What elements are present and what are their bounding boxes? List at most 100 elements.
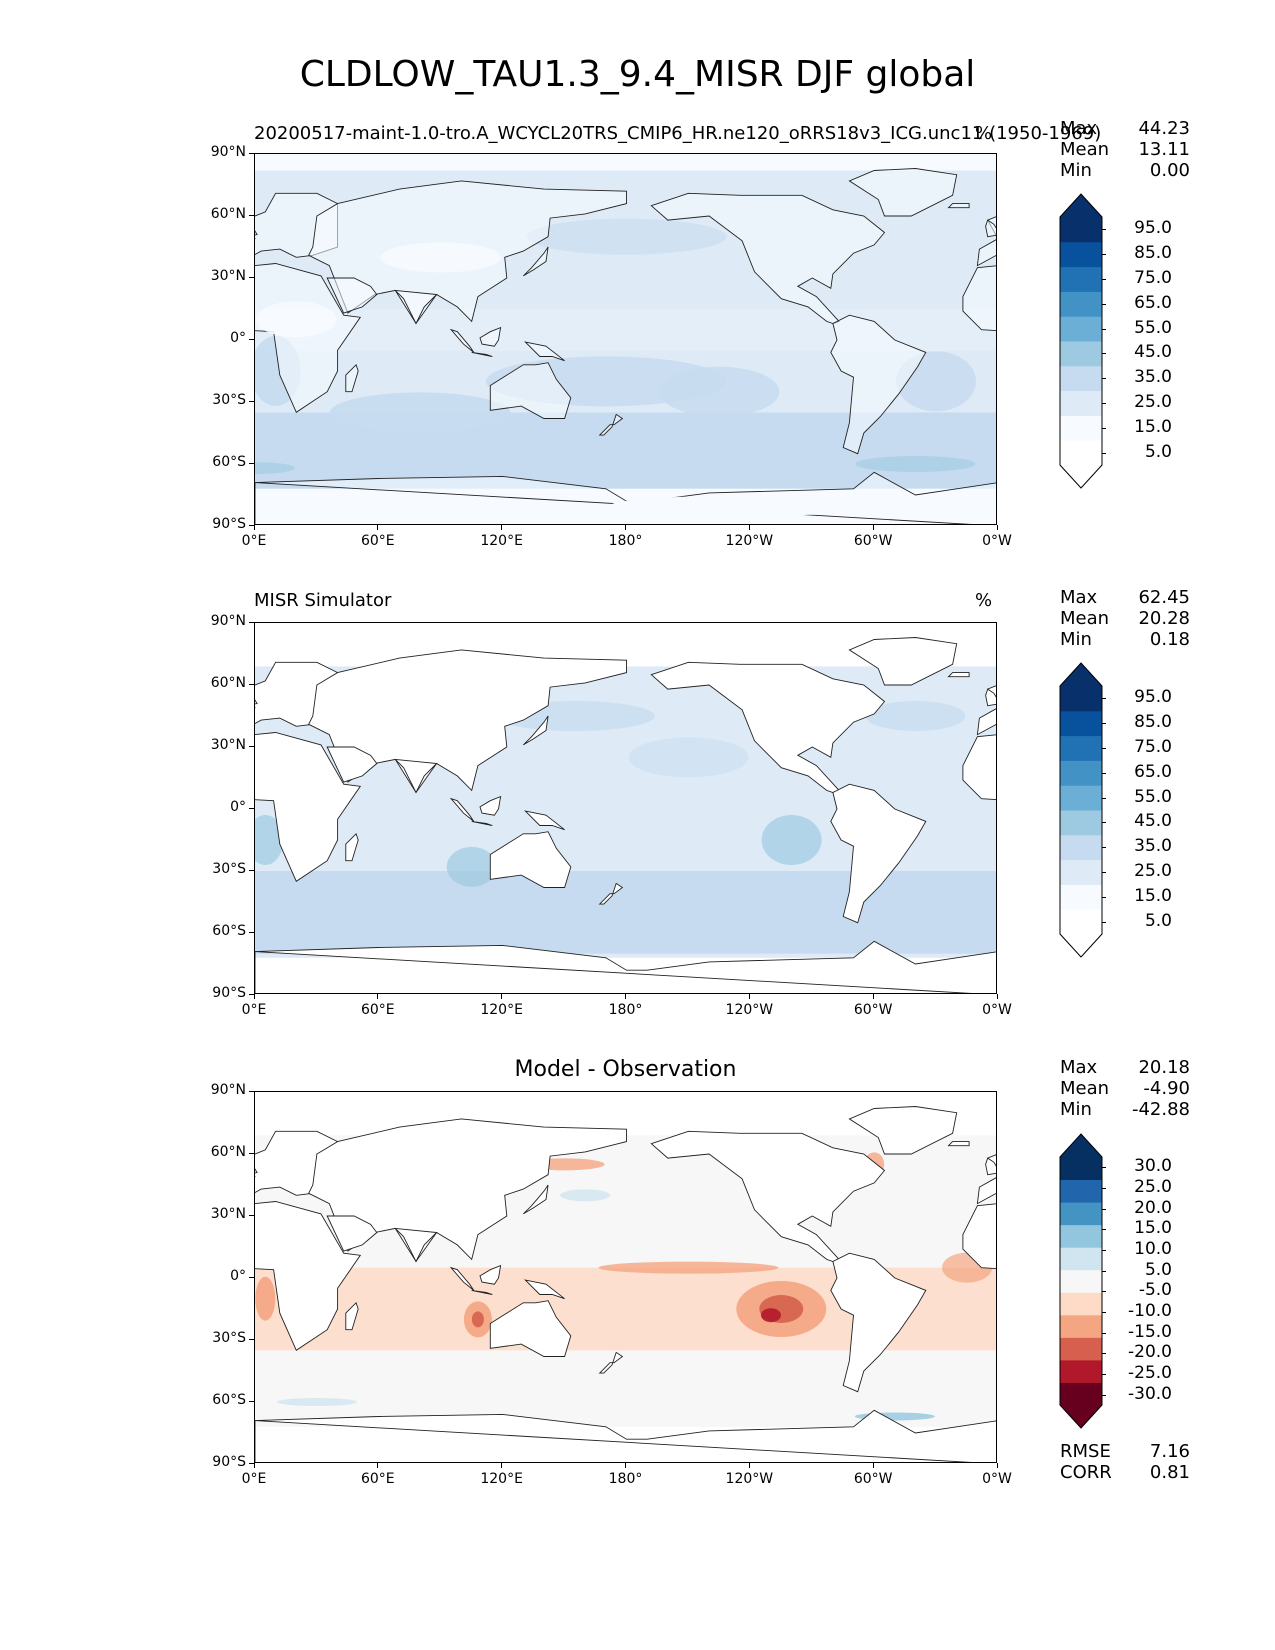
colorbar-tick-mark — [1102, 921, 1106, 923]
y-tick-label: 0° — [230, 1268, 246, 1284]
x-tick-mark — [501, 1463, 503, 1468]
x-tick-label: 0°E — [241, 533, 267, 549]
x-tick-mark — [872, 994, 874, 999]
coastline — [255, 1201, 362, 1351]
colorbar-segment — [1060, 859, 1102, 885]
field-blob — [526, 218, 727, 255]
colorbar-outline — [1059, 1133, 1103, 1429]
coastline — [947, 672, 970, 678]
field-blob — [446, 846, 497, 887]
colorbar-tick-mark — [1102, 822, 1106, 824]
colorbar-tick-label: 65.0 — [1134, 761, 1172, 782]
y-tick-mark — [249, 1462, 254, 1464]
y-tick-mark — [249, 1338, 254, 1340]
coastline — [985, 688, 996, 707]
coastline — [255, 1168, 258, 1174]
y-tick-mark — [249, 462, 254, 464]
coastline — [489, 362, 572, 419]
colorbar-tick-label: 15.0 — [1134, 416, 1172, 437]
coastline — [326, 746, 378, 783]
colorbar-tick-mark — [1102, 1229, 1106, 1231]
coastline — [255, 940, 996, 993]
colorbar-segment — [1060, 241, 1102, 268]
map-canvas — [255, 154, 996, 524]
colorbar-tick-label: 15.0 — [1134, 1218, 1172, 1239]
coastline — [394, 758, 438, 794]
coastline — [650, 1130, 886, 1262]
x-tick-mark — [253, 1463, 255, 1468]
field-blob — [855, 456, 976, 472]
colorbar-tick-label: 95.0 — [1134, 687, 1172, 708]
field-blob — [598, 1261, 779, 1274]
colorbar-segment — [1060, 884, 1102, 910]
x-tick-mark — [377, 1463, 379, 1468]
stat-mean-label: Mean — [1060, 1078, 1110, 1099]
x-tick-mark — [872, 1463, 874, 1468]
field-blob — [760, 1308, 781, 1323]
coastline — [976, 685, 996, 736]
colorbar-tick-mark — [1102, 427, 1106, 429]
coastline — [947, 203, 970, 209]
colorbar-tick-mark — [1102, 896, 1106, 898]
colorbar-tick-label: 55.0 — [1134, 786, 1172, 807]
y-tick-mark — [249, 338, 254, 340]
colorbar-tick-label: 25.0 — [1134, 861, 1172, 881]
stat-min-value: 0.18 — [1149, 629, 1190, 650]
coastline — [985, 219, 996, 238]
colorbar-extend-bottom — [1060, 1405, 1102, 1428]
colorbar-tick-label: 85.0 — [1134, 243, 1172, 264]
field-blob — [628, 737, 749, 778]
y-tick-label: 60°N — [210, 1144, 246, 1160]
y-tick-mark — [249, 276, 254, 278]
colorbar-tick-label: 5.0 — [1144, 441, 1172, 462]
coastline — [471, 1289, 493, 1295]
coastline — [598, 413, 624, 436]
colorbar-tick-label: -25.0 — [1128, 1363, 1172, 1383]
x-tick-mark — [377, 994, 379, 999]
colorbar-tick-label: 30.0 — [1134, 1156, 1172, 1177]
field-blob — [761, 815, 822, 865]
x-tick-label: 120°E — [480, 533, 523, 549]
colorbar-tick-mark — [1102, 772, 1106, 774]
colorbar-tick-mark — [1102, 847, 1106, 849]
field-blob — [276, 1398, 357, 1406]
colorbar-segment — [1060, 1382, 1102, 1406]
y-tick-mark — [249, 993, 254, 995]
colorbar-tick-mark — [1102, 1188, 1106, 1189]
y-tick-mark — [249, 745, 254, 747]
panel3-map — [254, 1091, 997, 1463]
field-blob — [610, 495, 911, 516]
x-tick-label: 120°E — [480, 1471, 523, 1487]
x-tick-label: 120°W — [725, 533, 774, 549]
coastline — [394, 289, 438, 325]
map-canvas — [255, 623, 996, 993]
field-blob — [494, 445, 635, 462]
colorbar-tick-mark — [1102, 1291, 1106, 1293]
corr-value: 0.81 — [1149, 1462, 1190, 1483]
colorbar-tick-mark — [1102, 1250, 1106, 1251]
colorbar-segment — [1060, 909, 1102, 935]
coastline — [345, 1301, 359, 1331]
colorbar-tick-label: -30.0 — [1128, 1383, 1172, 1404]
coastline — [962, 734, 996, 800]
colorbar-segment — [1060, 291, 1102, 317]
colorbar-tick-label: 65.0 — [1134, 292, 1172, 313]
panel1-stats: Max 44.23 Mean 13.11 Min 0.00 — [1060, 118, 1190, 181]
y-tick-label: 90°S — [212, 985, 246, 1001]
colorbar-tick-mark — [1102, 229, 1106, 231]
rmse-label: RMSE — [1060, 1441, 1111, 1462]
colorbar-tick-mark — [1102, 279, 1106, 280]
colorbar-segment — [1060, 710, 1102, 737]
colorbar-segment — [1060, 316, 1102, 342]
field-blob — [255, 815, 284, 865]
coastline — [326, 277, 378, 314]
coastline — [830, 783, 927, 924]
colorbar-segment — [1060, 735, 1102, 761]
coastline — [255, 1409, 996, 1462]
coastline — [522, 715, 549, 746]
coastline — [255, 699, 258, 705]
colorbar-tick-label: 25.0 — [1134, 392, 1172, 412]
y-tick-mark — [249, 1400, 254, 1402]
stat-mean-value: -4.90 — [1143, 1078, 1190, 1099]
colorbar-outline — [1059, 193, 1103, 489]
